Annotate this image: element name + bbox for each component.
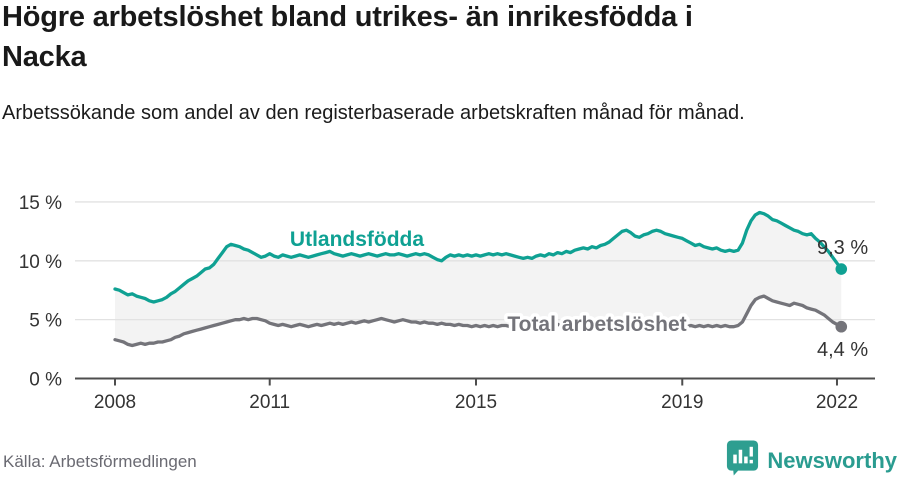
utlandsfodda-line <box>113 210 843 304</box>
y-axis-tick-label: 15 % <box>19 193 62 214</box>
x-axis-tick-label: 2011 <box>249 392 290 413</box>
x-axis-tick-label: 2008 <box>94 392 136 413</box>
x-axis-tick-label: 2019 <box>661 392 703 413</box>
line-chart: 0 % 5 % 10 % 15 % 2008 2011 2015 2019 2022 Utland… <box>0 180 900 430</box>
series-inline-label: Utlandsfödda <box>290 228 424 251</box>
x-axis-tick-label: 2015 <box>455 392 497 413</box>
newsworthy-wordmark: Newsworthy <box>767 447 897 473</box>
source-attribution: Källa: Arbetsförmedlingen <box>3 452 197 471</box>
series-inline-label: Total arbetslöshet <box>507 313 686 336</box>
series-end-value-label: 9,3 % <box>817 237 868 259</box>
chart-subtitle: Arbetssökande som andel av den registerb… <box>2 102 745 124</box>
newsworthy-logo: Newsworthy <box>726 440 897 481</box>
series-end-dot <box>835 263 848 275</box>
series-end-value-label: 4,4 % <box>817 339 868 361</box>
page-title: Högre arbetslöshet bland utrikes- än inr… <box>2 1 693 73</box>
y-axis-tick-label: 10 % <box>19 252 62 273</box>
fill-between-series <box>115 212 842 346</box>
unemployment-line-chart-canvas: 0 % 5 % 10 % 15 % 2008 2011 2015 2019 2022 Utland… <box>19 193 875 413</box>
newsworthy-speech-bubble-bar-chart-icon <box>726 440 759 481</box>
total-arbetsloshet-line <box>113 294 843 348</box>
series-end-dot <box>835 320 848 333</box>
y-axis-tick-label: 5 % <box>29 311 62 332</box>
x-axis-tick-label: 2022 <box>816 392 858 413</box>
y-axis-tick-label: 0 % <box>29 370 62 391</box>
